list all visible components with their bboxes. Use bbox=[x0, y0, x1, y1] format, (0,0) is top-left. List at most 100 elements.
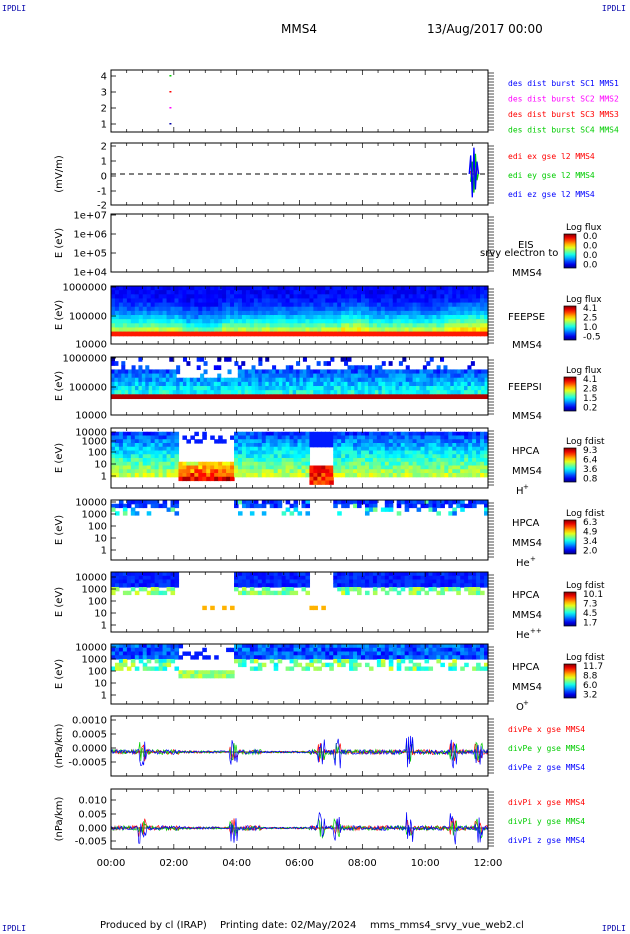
heatmap-cell bbox=[333, 294, 338, 300]
heatmap-cell bbox=[277, 319, 283, 324]
heatmap-cell bbox=[241, 644, 247, 649]
heatmap-cell bbox=[285, 458, 291, 463]
heatmap-cell bbox=[436, 473, 441, 478]
heatmap-cell bbox=[341, 644, 346, 649]
heatmap-cell bbox=[214, 473, 219, 478]
heatmap-cell bbox=[440, 575, 445, 581]
heatmap-cell bbox=[396, 473, 402, 478]
heatmap-cell bbox=[299, 369, 304, 375]
heatmap-cell bbox=[436, 286, 441, 291]
heatmap-cell bbox=[162, 443, 168, 448]
heatmap-cell bbox=[289, 511, 295, 516]
heatmap-cell bbox=[468, 286, 473, 291]
heatmap-cell bbox=[293, 446, 299, 452]
heatmap-cell bbox=[296, 369, 301, 375]
heatmap-cell bbox=[481, 369, 486, 375]
heatmap-cell bbox=[396, 323, 402, 329]
heatmap-cell bbox=[218, 306, 223, 312]
heatmap-cell bbox=[158, 435, 164, 440]
heatmap-cell bbox=[269, 465, 275, 470]
heatmap-cell bbox=[162, 454, 168, 459]
heatmap-cell bbox=[111, 575, 116, 581]
legend-entry: divPe x gse MMS4 bbox=[508, 725, 585, 734]
heatmap-cell bbox=[118, 319, 124, 324]
heatmap-cell bbox=[305, 503, 311, 509]
heatmap-cell bbox=[114, 651, 120, 656]
heatmap-cell bbox=[388, 381, 393, 387]
heatmap-cell bbox=[226, 310, 231, 316]
heatmap-cell bbox=[329, 286, 334, 291]
heatmap-cell bbox=[337, 655, 342, 660]
heatmap-cell bbox=[464, 469, 469, 474]
heatmap-cell bbox=[277, 590, 283, 596]
heatmap-cell bbox=[142, 286, 148, 291]
heatmap-cell bbox=[158, 662, 164, 668]
heatmap-cell bbox=[118, 651, 124, 656]
heatmap-cell bbox=[408, 666, 414, 671]
heatmap-cell bbox=[357, 365, 362, 371]
heatmap-cell bbox=[134, 294, 140, 300]
heatmap-cell bbox=[142, 302, 148, 308]
heatmap-cell bbox=[206, 306, 211, 312]
heatmap-cell bbox=[388, 294, 394, 300]
heatmap-cell bbox=[273, 655, 279, 660]
heatmap-cell bbox=[146, 666, 152, 671]
heatmap-cell bbox=[130, 327, 136, 333]
heatmap-cell bbox=[412, 458, 418, 463]
heatmap-cell bbox=[464, 587, 469, 592]
heatmap-cell bbox=[404, 507, 410, 512]
heatmap-cell bbox=[337, 659, 342, 664]
heatmap-cell bbox=[384, 302, 390, 308]
heatmap-cell bbox=[289, 647, 295, 653]
heatmap-cell bbox=[210, 302, 215, 308]
heatmap-cell bbox=[440, 435, 445, 440]
heatmap-cell bbox=[420, 500, 426, 505]
heatmap-cell bbox=[344, 394, 349, 400]
heatmap-cell bbox=[409, 390, 414, 395]
heatmap-cell bbox=[440, 381, 445, 387]
heatmap-cell bbox=[460, 461, 465, 467]
heatmap-cell bbox=[202, 674, 207, 679]
heatmap-cell bbox=[118, 579, 124, 584]
heatmap-cell bbox=[152, 394, 157, 400]
heatmap-cell bbox=[289, 644, 295, 649]
heatmap-cell bbox=[150, 458, 156, 463]
heatmap-cell bbox=[368, 323, 374, 329]
heatmap-cell bbox=[273, 443, 279, 448]
heatmap-cell bbox=[146, 655, 152, 660]
heatmap-cell bbox=[436, 381, 441, 387]
heatmap-cell bbox=[456, 431, 461, 437]
heatmap-cell bbox=[293, 439, 299, 444]
heatmap-cell bbox=[241, 662, 247, 668]
heatmap-cell bbox=[261, 443, 267, 448]
heatmap-cell bbox=[269, 302, 275, 308]
heatmap-cell bbox=[476, 500, 481, 505]
heatmap-cell bbox=[222, 439, 227, 444]
heatmap-cell bbox=[145, 381, 150, 387]
heatmap-cell bbox=[321, 473, 326, 478]
spacecraft-label: MMS4 bbox=[512, 466, 542, 477]
heatmap-cell bbox=[384, 431, 390, 437]
heatmap-cell bbox=[484, 298, 489, 304]
heatmap-cell bbox=[126, 310, 132, 316]
heatmap-cell bbox=[198, 323, 203, 329]
heatmap-cell bbox=[464, 290, 469, 295]
heatmap-cell bbox=[273, 503, 279, 509]
spacecraft-label: MMS4 bbox=[512, 340, 542, 351]
heatmap-cell bbox=[405, 386, 410, 391]
heatmap-cell bbox=[392, 323, 398, 329]
heatmap-cell bbox=[402, 390, 407, 395]
heatmap-cell bbox=[372, 323, 378, 329]
heatmap-cell bbox=[226, 286, 231, 291]
heatmap-cell bbox=[452, 302, 457, 308]
heatmap-cell bbox=[273, 323, 279, 329]
heatmap-cell bbox=[452, 327, 457, 333]
heatmap-cell bbox=[368, 500, 374, 505]
heatmap-cell bbox=[412, 310, 418, 316]
heatmap-cell bbox=[321, 290, 326, 295]
heatmap-cell bbox=[118, 572, 124, 577]
heatmap-cell bbox=[141, 390, 146, 395]
heatmap-cell bbox=[361, 377, 366, 383]
heatmap-cell bbox=[203, 390, 208, 395]
heatmap-cell bbox=[118, 644, 124, 649]
